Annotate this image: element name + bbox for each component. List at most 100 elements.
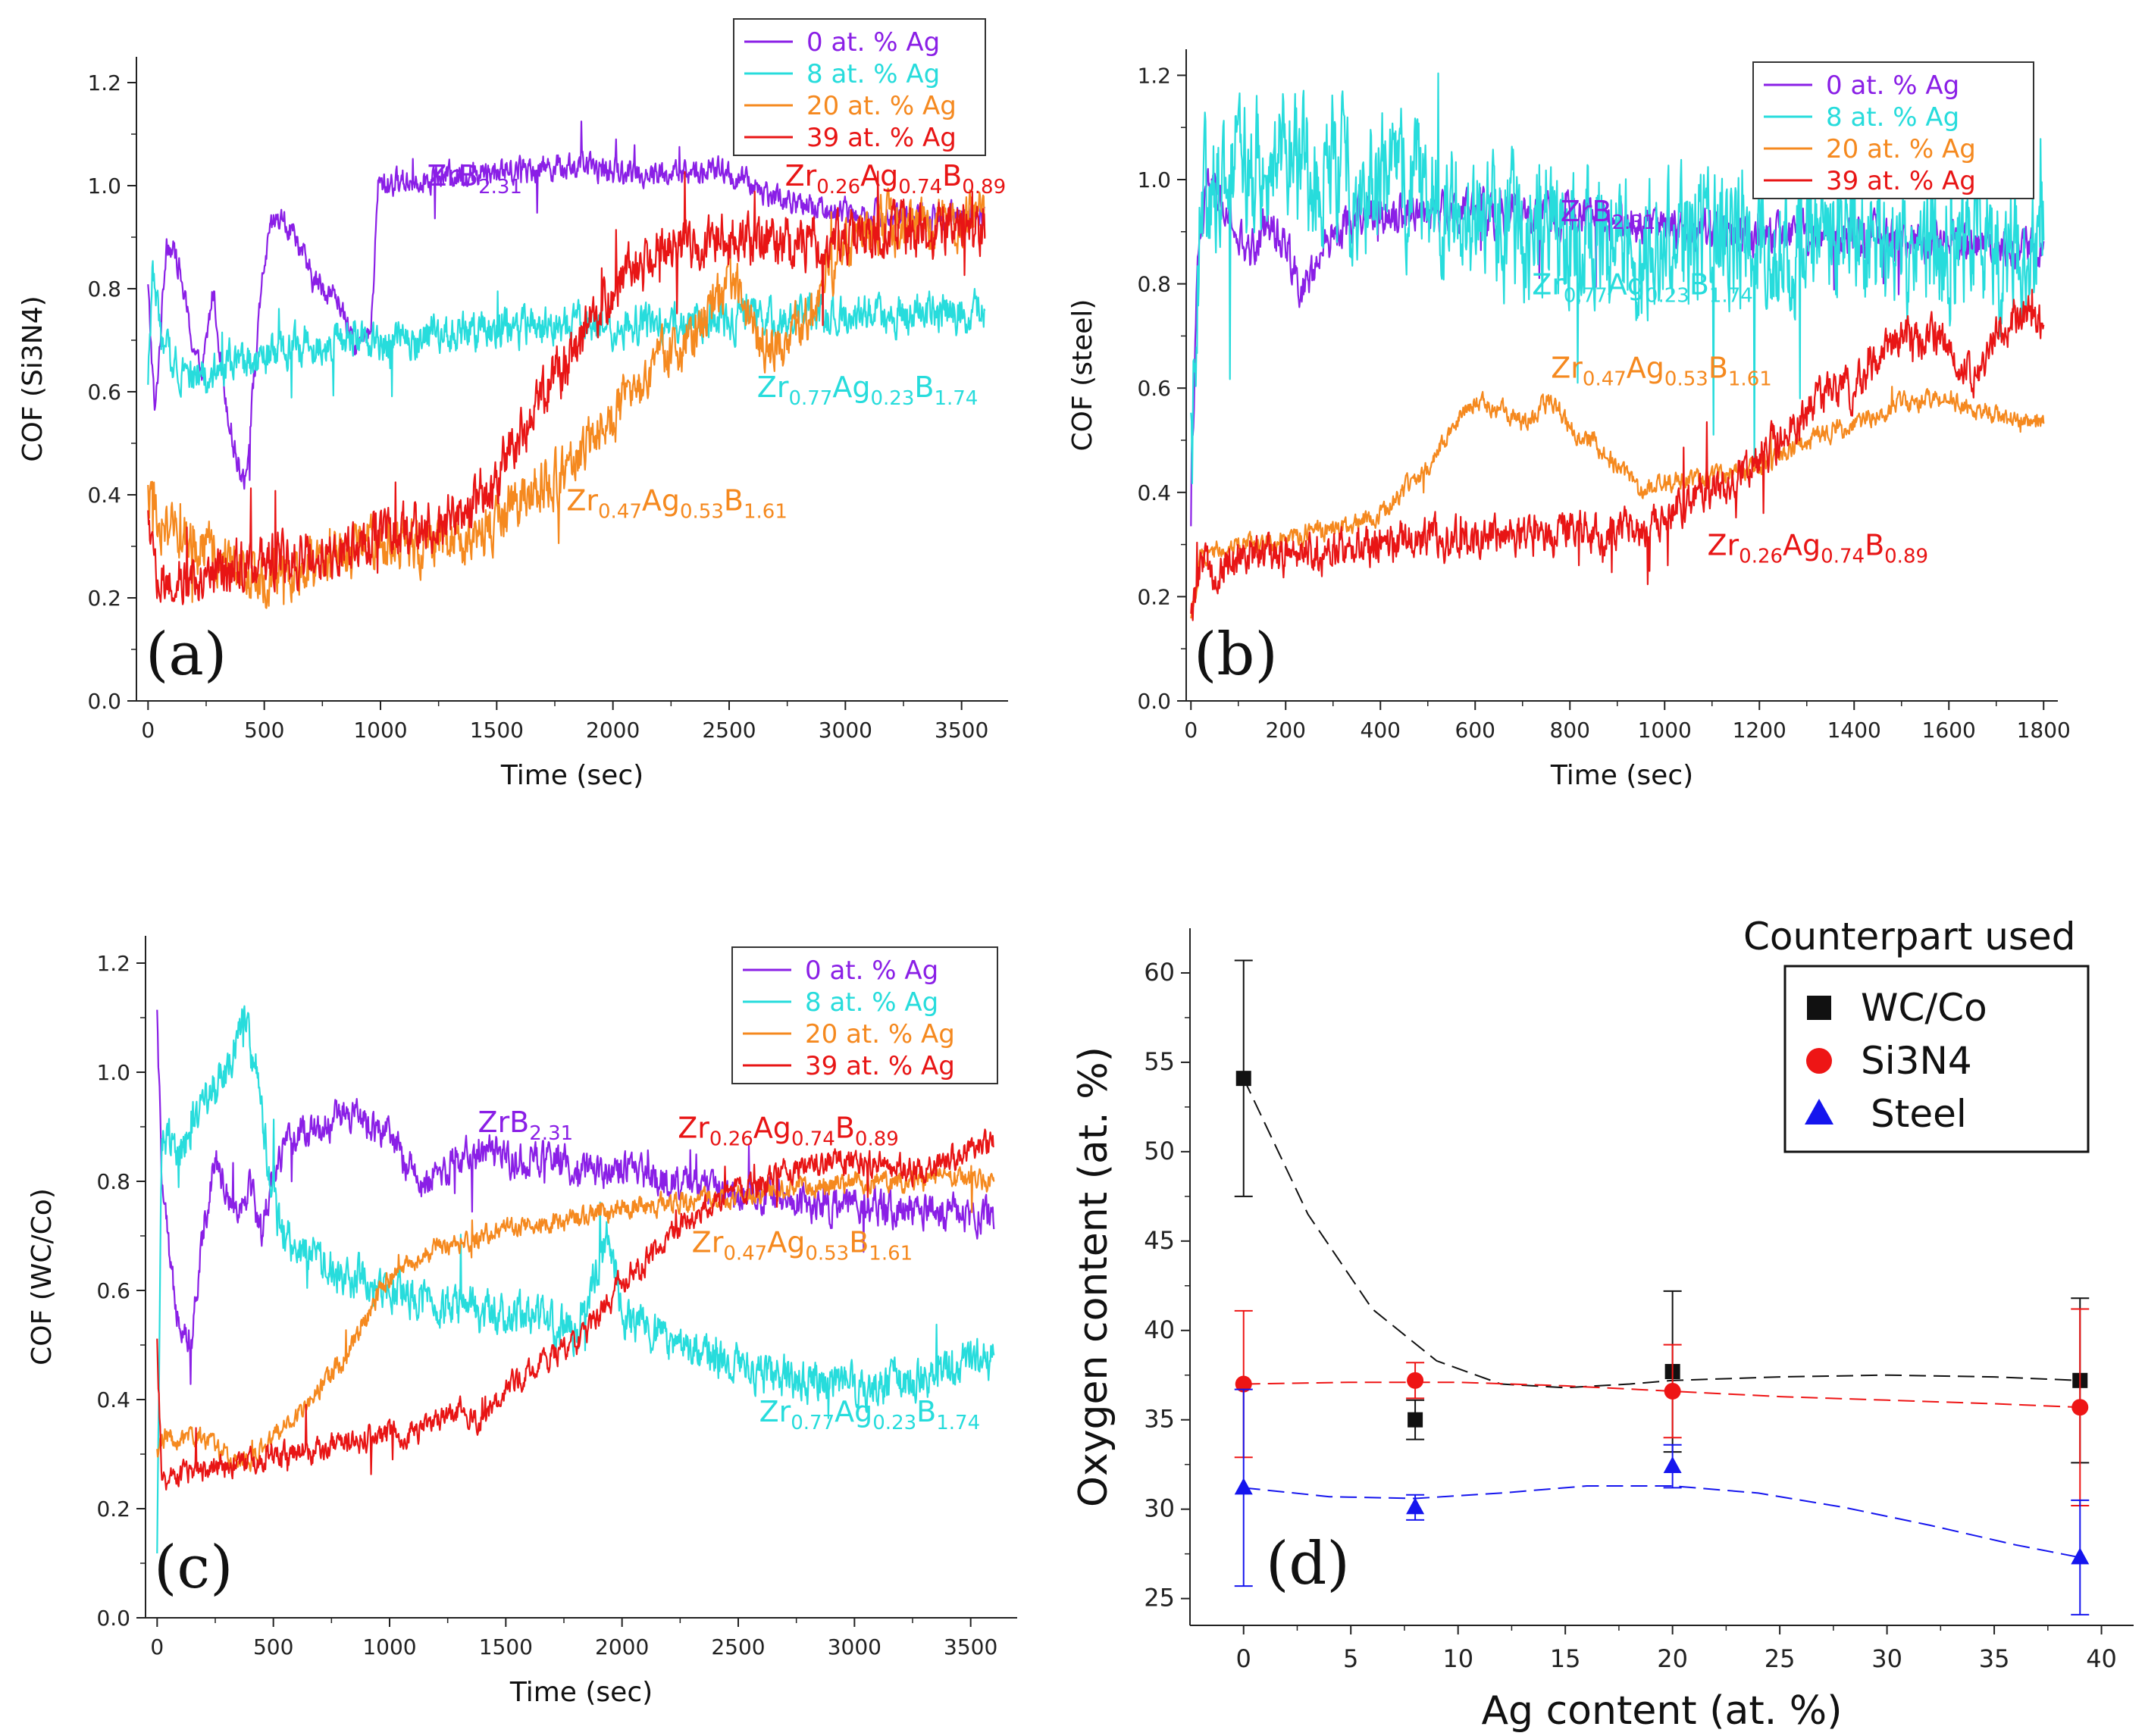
x-tick-label: 2500 — [702, 718, 756, 743]
legend-label: WC/Co — [1861, 986, 1987, 1030]
data-point-triangle — [1234, 1478, 1253, 1495]
y-tick-label: 50 — [1144, 1137, 1175, 1165]
series-annotation: ZrB2.31 — [427, 159, 522, 199]
series-annotation: Zr0.77Ag0.23B1.74 — [1532, 267, 1753, 307]
x-tick-label: 40 — [2086, 1644, 2117, 1673]
legend-title: Counterpart used — [1743, 915, 2075, 959]
y-tick-label: 0.0 — [87, 689, 121, 714]
series-line-s0 — [147, 120, 986, 490]
series-annotation: Zr0.77Ag0.23B1.74 — [759, 1395, 981, 1434]
series-annotation: Zr0.47Ag0.53B1.61 — [692, 1226, 913, 1265]
series-line-s39 — [156, 1128, 995, 1490]
x-axis-label: Time (sec) — [509, 1677, 653, 1708]
y-tick-label: 0.2 — [96, 1497, 130, 1522]
x-tick-label: 1800 — [2017, 718, 2071, 743]
panel-label: (b) — [1194, 621, 1278, 689]
data-point-square — [1408, 1412, 1423, 1428]
y-tick-label: 45 — [1144, 1226, 1175, 1255]
series-line-s0 — [156, 1009, 995, 1385]
y-tick-label: 1.2 — [1137, 63, 1171, 88]
x-tick-label: 25 — [1765, 1644, 1796, 1673]
x-tick-label: 5 — [1343, 1644, 1358, 1673]
series-annotation: ZrB2.31 — [1561, 195, 1656, 234]
y-tick-label: 0.2 — [1137, 584, 1171, 609]
legend-label: 0 at. % Ag — [805, 956, 938, 986]
y-tick-label: 1.0 — [1137, 167, 1171, 192]
y-tick-label: 0.0 — [96, 1606, 130, 1631]
fit-curve-wc — [1242, 1078, 2081, 1389]
legend-marker-circle — [1806, 1048, 1832, 1074]
panel-label: (a) — [146, 621, 227, 689]
series-line-s20 — [156, 1165, 995, 1472]
y-axis-label: Oxygen content (at. %) — [1071, 1046, 1116, 1507]
y-tick-label: 1.0 — [87, 174, 121, 199]
legend-label: 39 at. % Ag — [806, 123, 957, 153]
legend-label: 20 at. % Ag — [1826, 134, 1976, 164]
x-tick-label: 10 — [1442, 1644, 1473, 1673]
x-tick-label: 200 — [1266, 718, 1306, 743]
x-axis-label: Ag content (at. %) — [1481, 1688, 1842, 1734]
legend-marker-square — [1807, 996, 1831, 1020]
panel-d: 0 5 10 15 20 25 30 35 40 25 30 35 40 45 50 55 60 Ag conte… — [1071, 915, 2134, 1734]
x-tick-label: 1000 — [1638, 718, 1692, 743]
fit-curve-steel — [1243, 1485, 2081, 1559]
series-annotation: ZrB2.31 — [478, 1106, 574, 1145]
x-tick-label: 1600 — [1922, 718, 1976, 743]
x-tick-label: 3500 — [935, 718, 988, 743]
x-tick-label: 0 — [150, 1634, 164, 1659]
legend-marker-triangle — [1805, 1099, 1833, 1124]
x-tick-label: 0 — [1236, 1644, 1251, 1673]
data-point-circle — [1235, 1375, 1252, 1393]
x-tick-label: 1200 — [1733, 718, 1786, 743]
data-point-triangle — [1406, 1497, 1425, 1515]
series-annotation: Zr0.26Ag0.74B0.89 — [1708, 528, 1929, 568]
y-tick-label: 0.2 — [87, 586, 121, 611]
fit-curve-si — [1243, 1381, 2081, 1409]
series-annotation: Zr0.47Ag0.53B1.61 — [566, 483, 788, 523]
legend-label: 8 at. % Ag — [1826, 102, 1959, 133]
x-axis-label: Time (sec) — [500, 760, 644, 791]
series-line-s8 — [156, 1005, 995, 1554]
legend-label: 0 at. % Ag — [1826, 70, 1959, 101]
x-tick-label: 2000 — [586, 718, 640, 743]
y-tick-label: 60 — [1144, 958, 1175, 987]
y-tick-label: 0.4 — [87, 483, 121, 508]
series-line-s8 — [147, 260, 986, 399]
legend-label: Steel — [1871, 1092, 1967, 1136]
data-point-triangle — [2071, 1547, 2090, 1565]
x-tick-label: 35 — [1979, 1644, 2010, 1673]
x-tick-label: 500 — [244, 718, 284, 743]
x-tick-label: 500 — [253, 1634, 293, 1659]
data-point-triangle — [1663, 1456, 1682, 1474]
x-tick-label: 600 — [1455, 718, 1495, 743]
y-tick-label: 0.4 — [96, 1387, 130, 1412]
y-tick-label: 0.6 — [96, 1278, 130, 1303]
legend-label: 8 at. % Ag — [806, 59, 940, 89]
y-tick-label: 0.8 — [1137, 272, 1171, 297]
y-tick-label: 1.0 — [96, 1060, 130, 1085]
panel-label: (d) — [1266, 1530, 1350, 1598]
x-tick-label: 3000 — [819, 718, 872, 743]
y-tick-label: 55 — [1144, 1047, 1175, 1076]
y-tick-label: 0.8 — [87, 277, 121, 302]
x-tick-label: 3500 — [944, 1634, 997, 1659]
series-line-s8 — [1190, 72, 2045, 485]
data-point-square — [1235, 1071, 1251, 1087]
series-annotation: Zr0.77Ag0.23B1.74 — [757, 371, 979, 410]
series-annotation: Zr0.47Ag0.53B1.61 — [1551, 351, 1772, 390]
legend-label: 39 at. % Ag — [1826, 166, 1976, 196]
panel-a: 0 500 1000 1500 2000 2500 3000 3500 0.0 0.2 0.4 0.6… — [17, 18, 1008, 791]
y-tick-label: 35 — [1144, 1405, 1175, 1434]
legend-label: 39 at. % Ag — [805, 1051, 955, 1081]
y-tick-label: 1.2 — [96, 951, 130, 976]
series-line-s20 — [1190, 386, 2045, 619]
panel-b: 0 200 400 600 800 1000 1200 1400 1600 1800 0.0 0.2 0… — [1067, 49, 2071, 791]
x-tick-label: 1400 — [1827, 718, 1881, 743]
y-axis-label: COF (WC/Co) — [27, 1188, 58, 1365]
series-annotation: Zr0.26Ag0.74B0.89 — [678, 1111, 899, 1150]
series-annotation: Zr0.26Ag0.74B0.89 — [785, 159, 1007, 199]
x-tick-label: 2000 — [595, 1634, 649, 1659]
x-tick-label: 3000 — [828, 1634, 881, 1659]
y-tick-label: 0.8 — [96, 1169, 130, 1194]
